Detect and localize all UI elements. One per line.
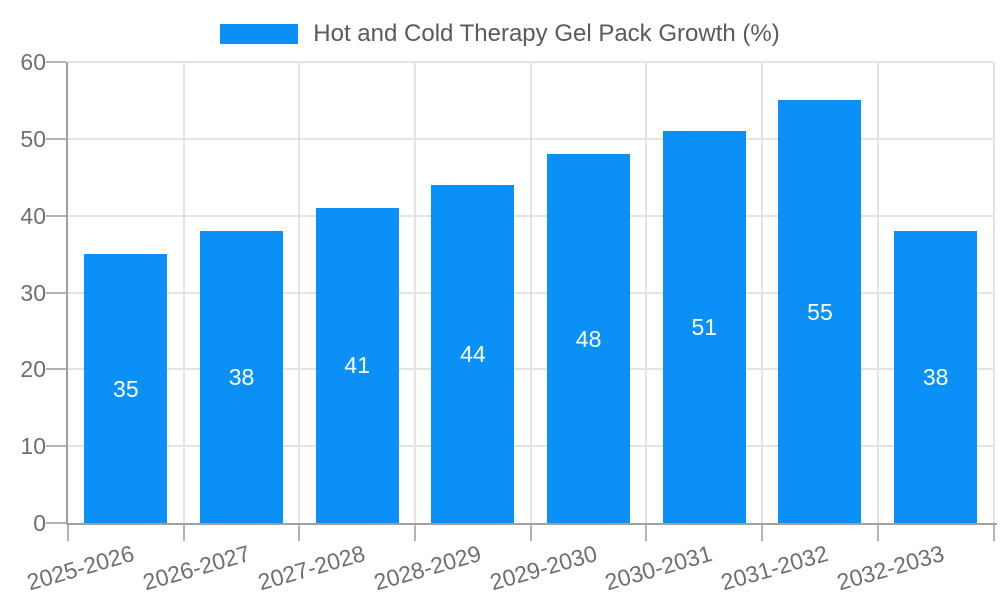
y-tick-label: 20	[20, 356, 46, 383]
y-tick-mark	[46, 445, 66, 448]
y-axis-line	[66, 62, 68, 525]
bar	[200, 231, 284, 523]
bar-value-label: 38	[228, 364, 255, 391]
x-tick-label: 2026-2027	[139, 540, 253, 596]
x-axis-line	[66, 523, 997, 525]
y-tick-label: 60	[20, 49, 46, 75]
x-tick-mark	[298, 525, 301, 541]
x-tick-label: 2031-2032	[717, 540, 831, 596]
x-tick-mark	[645, 525, 648, 541]
bar-value-label: 55	[807, 298, 833, 325]
x-tick-mark	[182, 525, 185, 541]
bar-value-label: 48	[575, 325, 602, 352]
legend-label: Hot and Cold Therapy Gel Pack Growth (%)	[313, 20, 780, 47]
y-tick-mark	[46, 61, 66, 63]
bar-value-label: 44	[460, 340, 486, 367]
bar	[84, 254, 168, 523]
y-tick-label: 10	[20, 433, 46, 460]
y-tick-mark	[46, 522, 66, 524]
x-tick-label: 2030-2031	[602, 540, 716, 596]
x-gridline	[414, 62, 417, 523]
x-tick-mark	[529, 525, 532, 541]
x-tick-label: 2029-2030	[486, 540, 600, 596]
bar	[894, 231, 978, 523]
bar-value-label: 41	[344, 352, 371, 379]
bar	[547, 154, 631, 523]
y-tick-label: 40	[20, 202, 46, 229]
x-tick-label: 2025-2026	[23, 540, 137, 596]
y-tick-mark	[46, 137, 66, 140]
x-gridline	[761, 62, 764, 523]
x-tick-mark	[876, 525, 879, 541]
x-tick-label: 2027-2028	[255, 540, 369, 596]
x-gridline	[876, 62, 879, 523]
x-tick-label: 2028-2029	[370, 540, 484, 596]
bar-value-label: 38	[922, 364, 949, 391]
x-gridline	[529, 62, 532, 523]
x-tick-mark	[761, 525, 764, 541]
y-tick-mark	[46, 291, 66, 294]
x-gridline	[992, 62, 995, 523]
y-tick-mark	[46, 214, 66, 217]
x-tick-mark	[67, 525, 69, 541]
chart-legend: Hot and Cold Therapy Gel Pack Growth (%)	[0, 21, 1000, 47]
y-tick-mark	[46, 368, 66, 371]
x-gridline	[298, 62, 301, 523]
x-gridline	[645, 62, 648, 523]
x-tick-mark	[992, 525, 995, 541]
bar	[662, 131, 746, 523]
bar	[778, 100, 862, 523]
x-gridline	[182, 62, 185, 523]
y-tick-label: 50	[20, 125, 46, 152]
bar	[315, 207, 399, 523]
x-tick-mark	[414, 525, 417, 541]
bar-value-label: 35	[113, 375, 139, 402]
y-tick-label: 0	[33, 510, 46, 536]
y-tick-label: 30	[20, 279, 46, 306]
bar	[431, 184, 515, 523]
legend-swatch	[220, 24, 299, 44]
bar-value-label: 51	[691, 314, 718, 341]
x-tick-label: 2032-2033	[833, 540, 947, 596]
